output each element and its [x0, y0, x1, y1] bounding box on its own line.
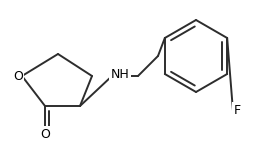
- Text: O: O: [40, 127, 50, 140]
- Text: F: F: [233, 103, 241, 117]
- Text: NH: NH: [111, 69, 129, 82]
- Text: O: O: [13, 69, 23, 82]
